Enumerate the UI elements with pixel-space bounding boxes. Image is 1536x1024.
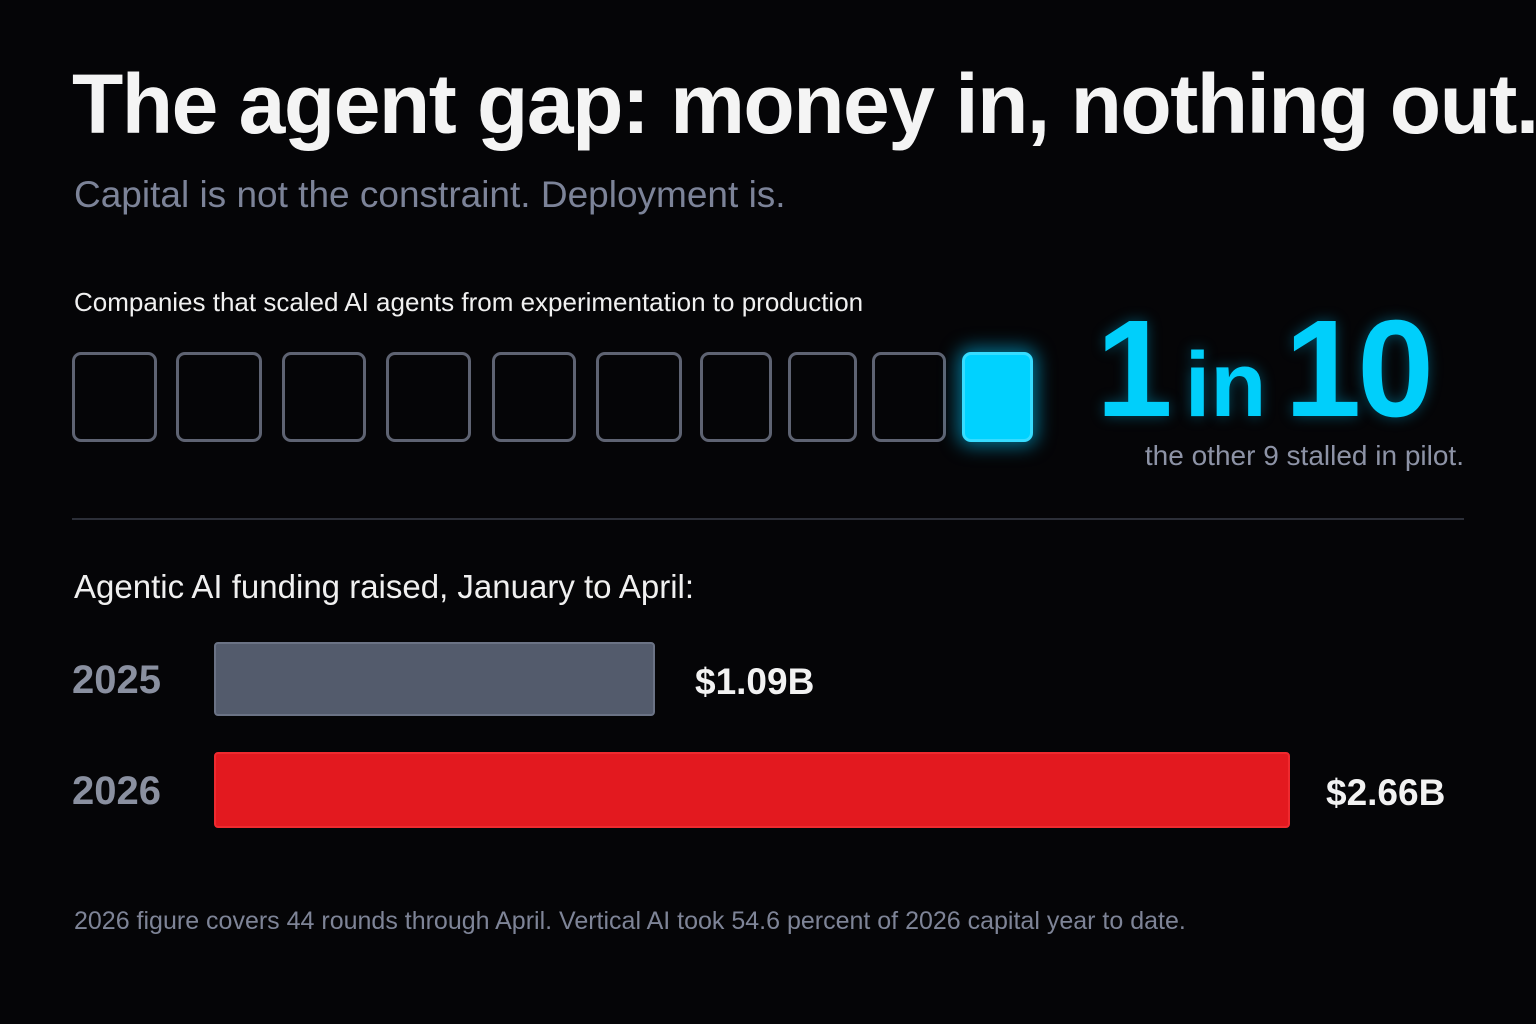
page-subtitle: Capital is not the constraint. Deploymen…	[74, 174, 786, 215]
stat-numerator: 1	[1096, 292, 1173, 446]
waffle-square-filled	[962, 352, 1033, 442]
stat-denominator: 10	[1284, 292, 1434, 446]
category-label-2025: 2025	[72, 658, 161, 702]
waffle-square-empty	[386, 352, 471, 442]
stat-ratio: 1 in 10	[1096, 300, 1434, 438]
waffle-square-empty	[872, 352, 946, 442]
waffle-label: Companies that scaled AI agents from exp…	[74, 287, 864, 317]
bar-2025	[214, 642, 655, 716]
stat-in: in	[1184, 334, 1267, 436]
waffle-square-empty	[72, 352, 157, 442]
category-label-2026: 2026	[72, 769, 161, 813]
waffle-square-empty	[176, 352, 262, 442]
bar-2026	[214, 752, 1290, 828]
waffle-square-empty	[492, 352, 576, 442]
waffle-square-empty	[788, 352, 857, 442]
footnote: 2026 figure covers 44 rounds through Apr…	[74, 907, 1186, 935]
stat-note: the other 9 stalled in pilot.	[1144, 440, 1464, 471]
bar-chart-title: Agentic AI funding raised, January to Ap…	[74, 568, 695, 605]
value-label-2025: $1.09B	[695, 661, 815, 702]
waffle-square-empty	[700, 352, 772, 442]
waffle-square-empty	[282, 352, 366, 442]
page-title: The agent gap: money in, nothing out.	[72, 57, 1536, 151]
section-divider	[72, 518, 1464, 520]
value-label-2026: $2.66B	[1326, 772, 1446, 813]
waffle-square-empty	[596, 352, 682, 442]
